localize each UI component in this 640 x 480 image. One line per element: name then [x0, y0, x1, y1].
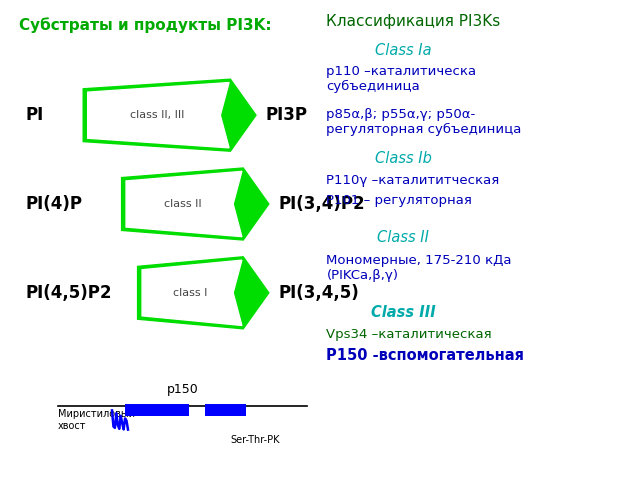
Text: PI(4,5)P2: PI(4,5)P2 — [26, 284, 112, 302]
Text: P110γ –каталититческая: P110γ –каталититческая — [326, 174, 500, 187]
Text: PI(4)P: PI(4)P — [26, 195, 83, 213]
Text: Субстраты и продукты PI3K:: Субстраты и продукты PI3K: — [19, 17, 272, 33]
Text: PI(3,4)P2: PI(3,4)P2 — [278, 195, 365, 213]
Text: class II: class II — [164, 199, 201, 209]
Polygon shape — [88, 83, 229, 148]
Text: class II, III: class II, III — [130, 110, 184, 120]
Text: p150: p150 — [166, 383, 198, 396]
Polygon shape — [122, 168, 269, 240]
Text: p110 –каталитическа
субъединица: p110 –каталитическа субъединица — [326, 65, 477, 93]
Text: PI3P: PI3P — [266, 106, 308, 124]
Text: Class III: Class III — [371, 305, 436, 320]
Text: PI(3,4,5): PI(3,4,5) — [278, 284, 359, 302]
Text: class I: class I — [173, 288, 207, 298]
Text: P101 – регуляторная: P101 – регуляторная — [326, 194, 472, 207]
Text: PI: PI — [26, 106, 44, 124]
Text: Классификация PI3Ks: Классификация PI3Ks — [326, 14, 500, 29]
Polygon shape — [83, 79, 256, 151]
Bar — [125, 404, 189, 416]
Text: Мономерные, 175-210 кДа
(PIKCa,β,γ): Мономерные, 175-210 кДа (PIKCa,β,γ) — [326, 254, 512, 282]
Text: Class II: Class II — [377, 230, 429, 245]
Text: Миристиловый
хвост: Миристиловый хвост — [58, 409, 134, 431]
Polygon shape — [138, 257, 269, 329]
Text: p85α,β; p55α,γ; p50α-
регуляторная субъединица: p85α,β; p55α,γ; p50α- регуляторная субъе… — [326, 108, 522, 136]
Text: Class Ib: Class Ib — [375, 151, 431, 166]
Text: Ser-Thr-PK: Ser-Thr-PK — [230, 435, 280, 445]
Bar — [205, 404, 246, 416]
Polygon shape — [142, 260, 242, 325]
Text: Vps34 –каталитическая: Vps34 –каталитическая — [326, 328, 492, 341]
Text: Class Ia: Class Ia — [375, 43, 431, 58]
Polygon shape — [126, 171, 242, 237]
Text: P150 -вспомогательная: P150 -вспомогательная — [326, 348, 524, 363]
